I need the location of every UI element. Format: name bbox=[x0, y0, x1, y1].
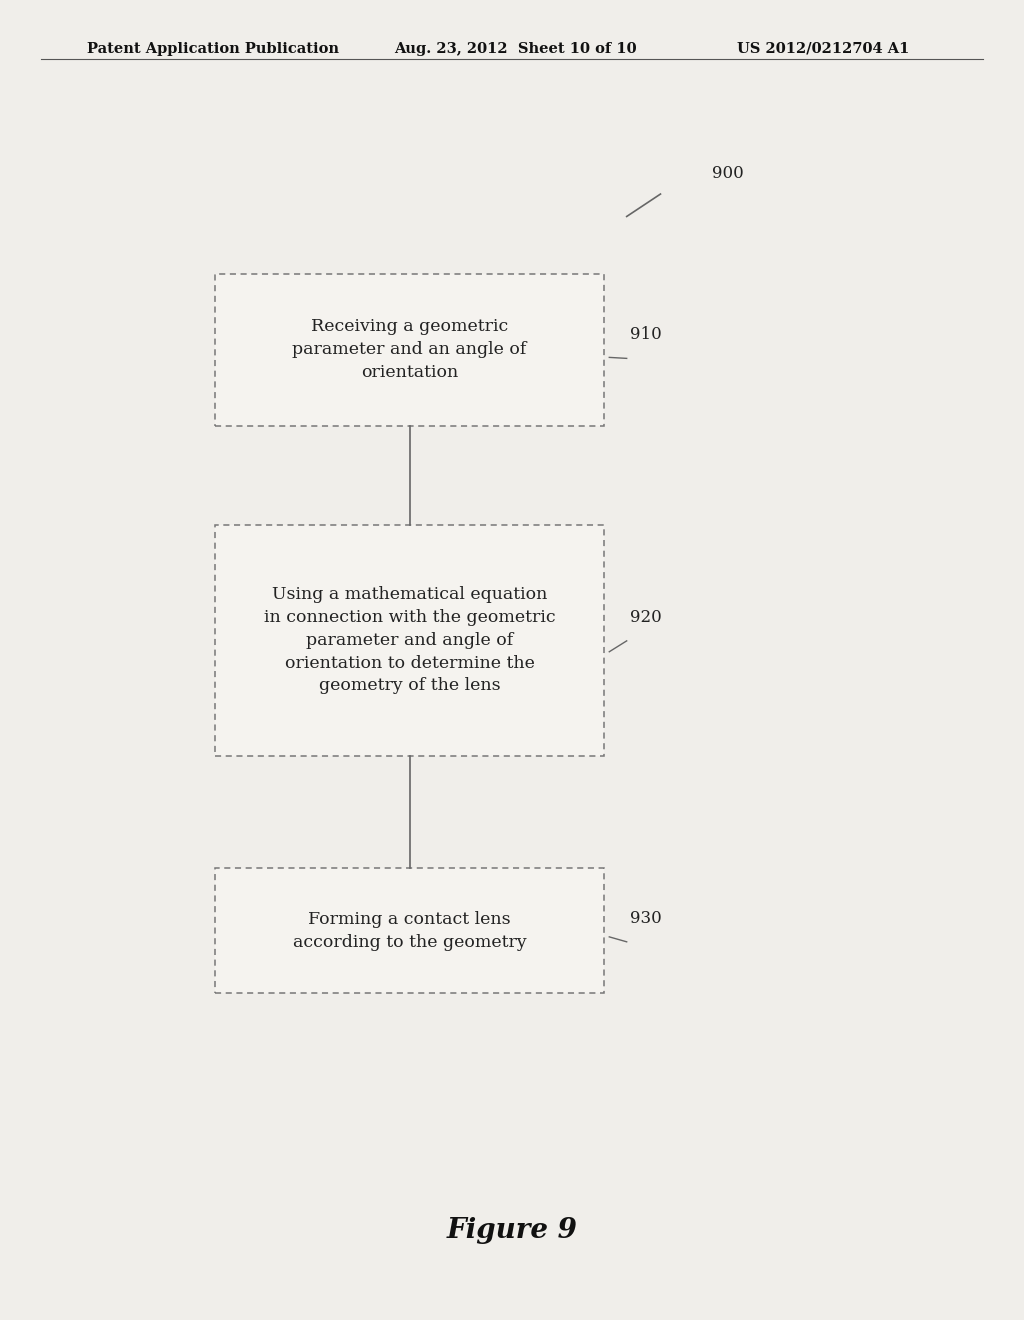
Text: 910: 910 bbox=[630, 326, 662, 343]
FancyBboxPatch shape bbox=[215, 869, 604, 993]
FancyBboxPatch shape bbox=[215, 524, 604, 755]
Text: 900: 900 bbox=[712, 165, 743, 182]
Text: Forming a contact lens
according to the geometry: Forming a contact lens according to the … bbox=[293, 911, 526, 950]
FancyBboxPatch shape bbox=[215, 275, 604, 425]
Text: Figure 9: Figure 9 bbox=[446, 1217, 578, 1243]
Text: Aug. 23, 2012  Sheet 10 of 10: Aug. 23, 2012 Sheet 10 of 10 bbox=[394, 42, 637, 55]
Text: US 2012/0212704 A1: US 2012/0212704 A1 bbox=[737, 42, 909, 55]
Text: 920: 920 bbox=[630, 609, 662, 626]
Text: Patent Application Publication: Patent Application Publication bbox=[87, 42, 339, 55]
Text: 930: 930 bbox=[630, 909, 662, 927]
Text: Using a mathematical equation
in connection with the geometric
parameter and ang: Using a mathematical equation in connect… bbox=[264, 586, 555, 694]
Text: Receiving a geometric
parameter and an angle of
orientation: Receiving a geometric parameter and an a… bbox=[293, 318, 526, 381]
